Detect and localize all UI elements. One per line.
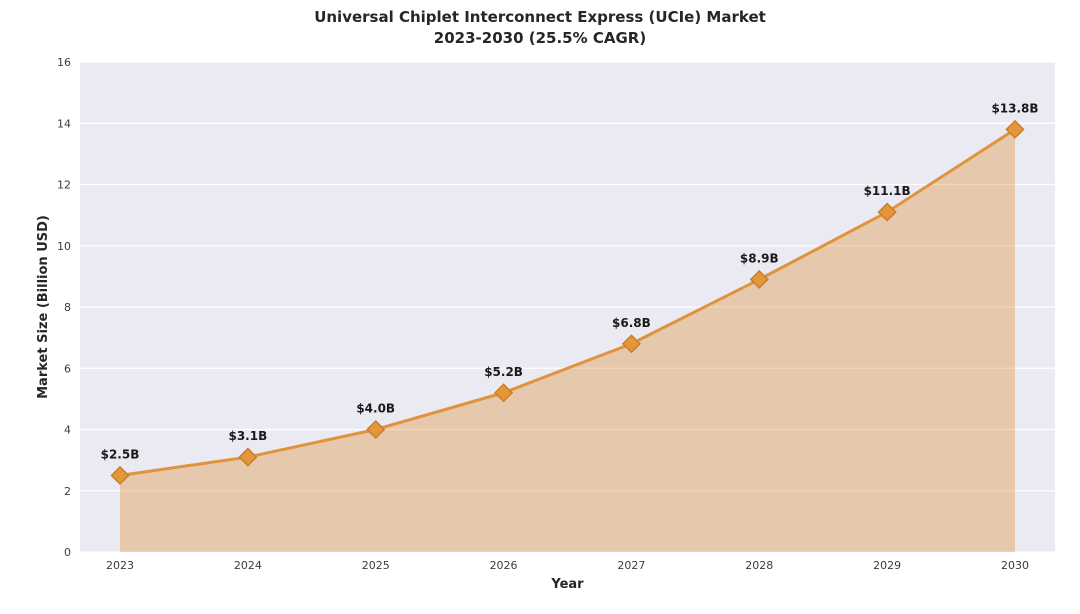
y-tick-label: 8 (64, 301, 71, 314)
y-tick-label: 12 (57, 179, 71, 192)
data-point-marker (110, 465, 130, 485)
x-tick-label: 2030 (1001, 559, 1029, 572)
x-tick-label: 2023 (106, 559, 134, 572)
chart-title-line1: Universal Chiplet Interconnect Express (… (314, 8, 766, 26)
data-point-marker (366, 419, 386, 440)
area-fill (120, 129, 1015, 552)
point-label: $13.8B (991, 101, 1038, 115)
point-label: $11.1B (864, 184, 911, 198)
point-label: $3.1B (228, 429, 267, 443)
y-tick-label: 0 (64, 546, 71, 559)
trend-line (118, 127, 1017, 477)
point-label: $6.8B (612, 316, 651, 330)
y-tick-label: 6 (64, 362, 71, 375)
data-point-marker (494, 383, 514, 403)
point-label: $8.9B (740, 251, 779, 265)
y-tick-label: 14 (57, 117, 71, 130)
y-axis-label: Market Size (Billion USD) (36, 215, 51, 399)
x-tick-label: 2024 (234, 559, 262, 572)
y-tick-label: 2 (64, 485, 71, 498)
x-axis-label: Year (551, 577, 584, 592)
x-tick-label: 2027 (617, 559, 645, 572)
point-label: $5.2B (484, 365, 523, 379)
data-point-marker (238, 447, 258, 467)
x-tick-label: 2026 (490, 559, 518, 572)
x-tick-label: 2028 (745, 559, 773, 572)
data-point-marker (621, 334, 641, 354)
y-tick-label: 4 (64, 424, 71, 437)
y-tick-label: 10 (57, 240, 71, 253)
data-point-marker (1005, 119, 1025, 139)
x-tick-label: 2029 (873, 559, 901, 572)
chart-title-line2: 2023-2030 (25.5% CAGR) (433, 29, 647, 47)
data-point-marker (877, 202, 897, 222)
data-point-marker (749, 269, 769, 289)
point-label: $2.5B (101, 447, 140, 461)
y-tick-label: 16 (57, 56, 71, 69)
chart-title: Universal Chiplet Interconnect Express (… (0, 7, 1080, 49)
x-tick-label: 2025 (362, 559, 390, 572)
point-label: $4.0B (356, 402, 395, 416)
